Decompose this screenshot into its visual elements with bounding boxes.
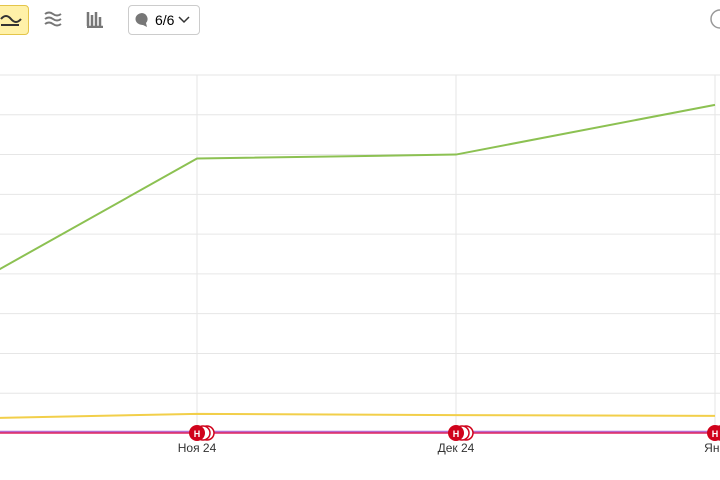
marker-circle xyxy=(448,425,464,441)
chevron xyxy=(178,16,190,24)
icon xyxy=(710,9,720,29)
area-view-button[interactable] xyxy=(44,10,62,28)
marker-label: Н xyxy=(712,429,719,439)
icon xyxy=(0,15,22,26)
annotation-marker[interactable]: Н xyxy=(448,425,474,441)
x-tick-label: Дек 24 xyxy=(438,441,475,455)
x-tick-label: Янв xyxy=(704,441,720,455)
bar-view-button[interactable] xyxy=(86,10,104,28)
x-tick-label: Ноя 24 xyxy=(178,441,217,455)
marker-label: Н xyxy=(194,429,201,439)
series-line xyxy=(0,412,716,419)
line-view-button[interactable] xyxy=(0,5,29,35)
series-line xyxy=(0,103,716,271)
annotation-marker[interactable]: Н xyxy=(189,425,215,441)
marker-label: Н xyxy=(453,429,460,439)
annotation-marker[interactable]: Н xyxy=(707,425,720,441)
comments-dropdown[interactable]: 6/6 xyxy=(128,5,200,35)
comments-count: 6/6 xyxy=(155,12,175,28)
marker-circle xyxy=(189,425,205,441)
marker-circle xyxy=(707,425,720,441)
comment-icon xyxy=(135,13,148,27)
